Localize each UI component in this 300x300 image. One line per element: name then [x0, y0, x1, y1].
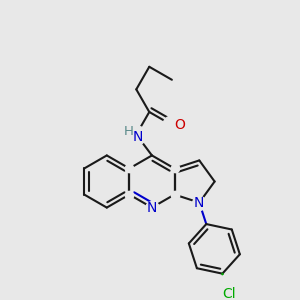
- Text: N: N: [133, 130, 143, 143]
- Text: N: N: [147, 201, 157, 214]
- Text: O: O: [174, 118, 185, 132]
- Text: Cl: Cl: [222, 287, 236, 300]
- Text: H: H: [124, 125, 134, 138]
- Text: N: N: [194, 196, 205, 210]
